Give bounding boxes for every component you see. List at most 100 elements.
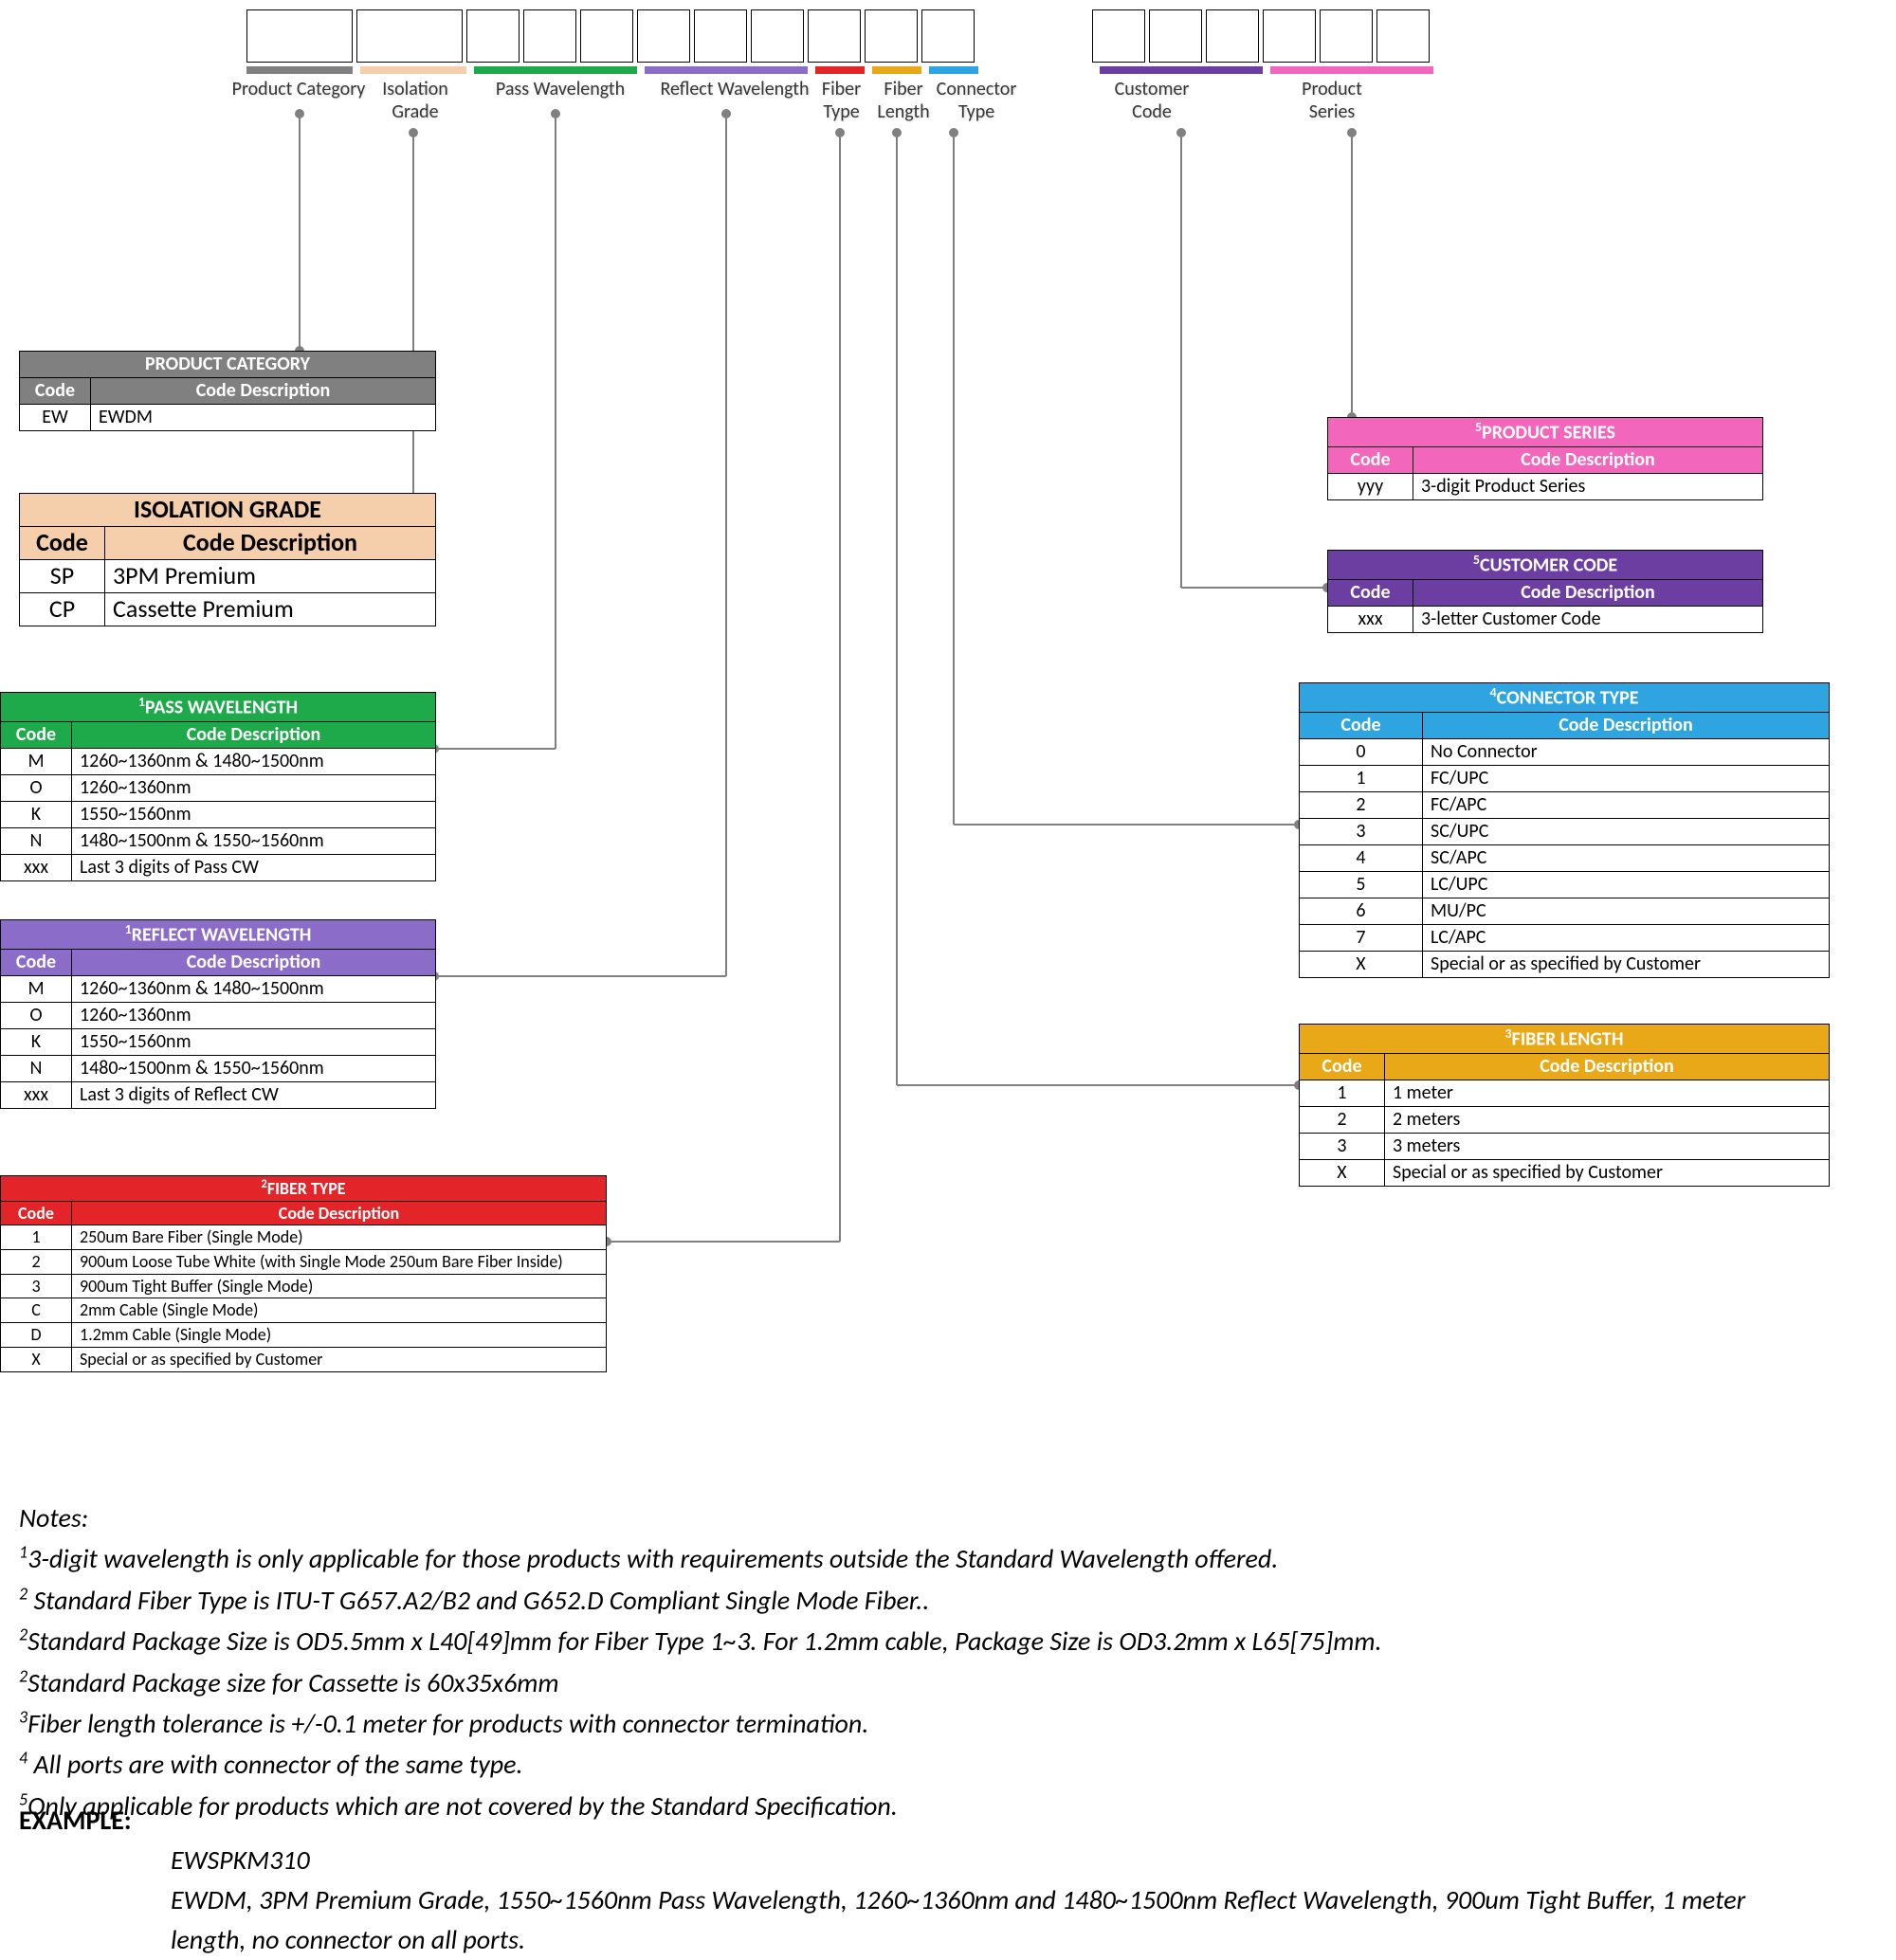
desc-cell: 900um Loose Tube White (with Single Mode… xyxy=(72,1250,607,1275)
example-code: EWSPKM310 xyxy=(171,1843,310,1877)
bar xyxy=(929,66,978,74)
product_series-table: 5PRODUCT SERIESCodeCode Descriptionyyy3-… xyxy=(1327,417,1763,500)
bar xyxy=(872,66,921,74)
fiber_length-table: 3FIBER LENGTHCodeCode Description11 mete… xyxy=(1299,1024,1830,1187)
category-label: Pass Wavelength xyxy=(489,78,631,100)
code-cell: 2 xyxy=(1300,791,1423,818)
code-cell: 7 xyxy=(1300,924,1423,951)
category-label: Isolation Grade xyxy=(368,78,463,123)
code-cell: O xyxy=(1,1002,72,1028)
code-cell: EW xyxy=(20,405,91,431)
desc-cell: Last 3 digits of Reflect CW xyxy=(72,1081,436,1108)
isolation_grade-table: ISOLATION GRADECodeCode DescriptionSP3PM… xyxy=(19,493,436,626)
note-line: 3Fiber length tolerance is +/-0.1 meter … xyxy=(19,1703,1382,1744)
code-cell: 1 xyxy=(1300,1080,1385,1106)
desc-cell: MU/PC xyxy=(1423,898,1830,924)
code-cell: 3 xyxy=(1300,1133,1385,1159)
code-cell: O xyxy=(1,774,72,801)
code-cell: SP xyxy=(20,559,105,592)
desc-cell: EWDM xyxy=(91,405,436,431)
code-cell: 2 xyxy=(1,1250,72,1275)
bar xyxy=(815,66,865,74)
desc-cell: 1550~1560nm xyxy=(72,1028,436,1055)
desc-cell: 3PM Premium xyxy=(105,559,436,592)
desc-cell: 1260~1360nm & 1480~1500nm xyxy=(72,975,436,1002)
desc-cell: 1 meter xyxy=(1385,1080,1830,1106)
note-line: 2 Standard Fiber Type is ITU-T G657.A2/B… xyxy=(19,1580,1382,1621)
desc-cell: 900um Tight Buffer (Single Mode) xyxy=(72,1274,607,1298)
category-label: Product Category xyxy=(218,78,379,100)
category-label: Fiber Length xyxy=(870,78,937,123)
code-cell: 1 xyxy=(1300,765,1423,791)
desc-cell: Cassette Premium xyxy=(105,592,436,626)
fiber_type-table: 2FIBER TYPECodeCode Description1250um Ba… xyxy=(0,1175,607,1372)
code-cell: K xyxy=(1,1028,72,1055)
desc-cell: 1260~1360nm xyxy=(72,1002,436,1028)
desc-cell: 2 meters xyxy=(1385,1106,1830,1133)
desc-cell: 250um Bare Fiber (Single Mode) xyxy=(72,1225,607,1250)
desc-cell: No Connector xyxy=(1423,738,1830,765)
code-cell: D xyxy=(1,1323,72,1348)
note-line: 13-digit wavelength is only applicable f… xyxy=(19,1538,1382,1579)
connector_type-table: 4CONNECTOR TYPECodeCode Description0No C… xyxy=(1299,682,1830,978)
code-cell: xxx xyxy=(1,1081,72,1108)
desc-cell: Special or as specified by Customer xyxy=(1385,1159,1830,1186)
bar xyxy=(1270,66,1433,74)
category-label: Reflect Wavelength xyxy=(654,78,815,100)
category-label: Product Series xyxy=(1285,78,1379,123)
code-cell: 2 xyxy=(1300,1106,1385,1133)
code-cell: C xyxy=(1,1298,72,1323)
code-cell: M xyxy=(1,748,72,774)
code-cell: CP xyxy=(20,592,105,626)
desc-cell: Special or as specified by Customer xyxy=(72,1347,607,1371)
desc-cell: Last 3 digits of Pass CW xyxy=(72,854,436,880)
desc-cell: 1.2mm Cable (Single Mode) xyxy=(72,1323,607,1348)
desc-cell: 1480~1500nm & 1550~1560nm xyxy=(72,1055,436,1081)
desc-cell: FC/UPC xyxy=(1423,765,1830,791)
code-cell: N xyxy=(1,1055,72,1081)
code-cell: yyy xyxy=(1328,473,1413,499)
notes-heading: Notes: xyxy=(19,1497,1382,1538)
desc-cell: 3 meters xyxy=(1385,1133,1830,1159)
code-cell: N xyxy=(1,827,72,854)
desc-cell: 1550~1560nm xyxy=(72,801,436,827)
code-cell: 3 xyxy=(1300,818,1423,844)
desc-cell: 1260~1360nm xyxy=(72,774,436,801)
desc-cell: 3-letter Customer Code xyxy=(1413,606,1763,632)
code-cell: M xyxy=(1,975,72,1002)
desc-cell: 3-digit Product Series xyxy=(1413,473,1763,499)
category-label: Customer Code xyxy=(1104,78,1199,123)
desc-cell: 1480~1500nm & 1550~1560nm xyxy=(72,827,436,854)
code-cell: 4 xyxy=(1300,844,1423,871)
code-cell: K xyxy=(1,801,72,827)
desc-cell: FC/APC xyxy=(1423,791,1830,818)
desc-cell: SC/APC xyxy=(1423,844,1830,871)
code-cell: 0 xyxy=(1300,738,1423,765)
code-cell: xxx xyxy=(1328,606,1413,632)
code-cell: 3 xyxy=(1,1274,72,1298)
category-label: Connector Type xyxy=(929,78,1024,123)
code-cells xyxy=(246,9,1430,63)
customer_code-table: 5CUSTOMER CODECodeCode Descriptionxxx3-l… xyxy=(1327,550,1763,633)
desc-cell: LC/APC xyxy=(1423,924,1830,951)
code-cell: X xyxy=(1300,951,1423,977)
desc-cell: 1260~1360nm & 1480~1500nm xyxy=(72,748,436,774)
desc-cell: SC/UPC xyxy=(1423,818,1830,844)
desc-cell: 2mm Cable (Single Mode) xyxy=(72,1298,607,1323)
bar xyxy=(360,66,466,74)
note-line: 2Standard Package size for Cassette is 6… xyxy=(19,1662,1382,1703)
bar xyxy=(1100,66,1263,74)
bar xyxy=(645,66,808,74)
code-cell: 5 xyxy=(1300,871,1423,898)
reflect_wavelength-table: 1REFLECT WAVELENGTHCodeCode DescriptionM… xyxy=(0,919,436,1109)
desc-cell: LC/UPC xyxy=(1423,871,1830,898)
category-label: Fiber Type xyxy=(806,78,877,123)
pass_wavelength-table: 1PASS WAVELENGTHCodeCode DescriptionM126… xyxy=(0,692,436,881)
example-label: EXAMPLE: xyxy=(19,1804,132,1837)
note-line: 2Standard Package Size is OD5.5mm x L40[… xyxy=(19,1621,1382,1661)
desc-cell: Special or as specified by Customer xyxy=(1423,951,1830,977)
code-cell: xxx xyxy=(1,854,72,880)
code-cell: X xyxy=(1300,1159,1385,1186)
example-desc: EWDM, 3PM Premium Grade, 1550~1560nm Pas… xyxy=(171,1883,1745,1956)
product_category-table: PRODUCT CATEGORYCodeCode DescriptionEWEW… xyxy=(19,351,436,431)
